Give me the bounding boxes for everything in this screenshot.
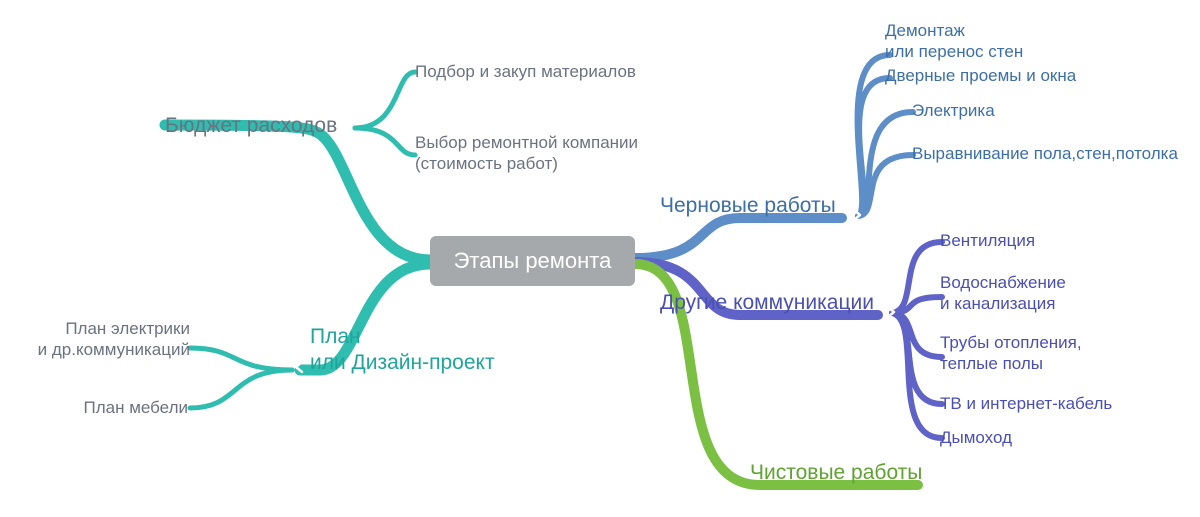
branch-finish: Чистовые работы (750, 460, 922, 486)
leaf-leveling: Выравнивание пола,стен,потолка (912, 143, 1178, 164)
branch-rough: Черновые работы (660, 193, 836, 219)
leaf-company: Выбор ремонтной компании (стоимость рабо… (415, 132, 638, 175)
leaf-electro-plan: План электрики и др.коммуникаций (20, 318, 190, 361)
leaf-chimney: Дымоход (940, 427, 1012, 448)
leaf-doors: Дверные проемы и окна (885, 65, 1076, 86)
root-label: Этапы ремонта (454, 248, 612, 274)
branch-budget: Бюджет расходов (165, 113, 337, 139)
branch-plan: План или Дизайн-проект (310, 324, 495, 377)
leaf-electrics: Электрика (912, 100, 995, 121)
leaf-heating: Трубы отопления, теплые полы (940, 332, 1082, 375)
leaf-tv: ТВ и интернет-кабель (940, 393, 1112, 414)
leaf-water: Водоснабжение и канализация (940, 272, 1066, 315)
leaf-vent: Вентиляция (940, 230, 1035, 251)
root-node: Этапы ремонта (430, 236, 635, 286)
leaf-furniture-plan: План мебели (73, 397, 188, 418)
branch-comms: Другие коммуникации (660, 290, 874, 316)
leaf-demolition: Демонтаж или перенос стен (885, 20, 1023, 63)
leaf-materials: Подбор и закуп материалов (415, 61, 636, 82)
